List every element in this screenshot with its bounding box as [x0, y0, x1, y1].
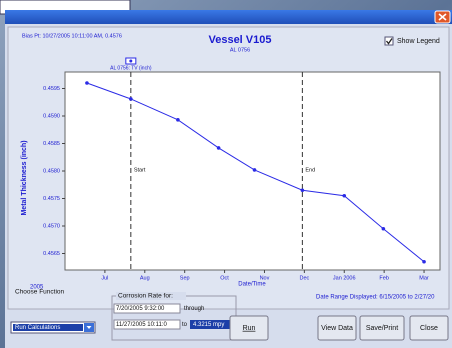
data-point [422, 259, 426, 264]
to-label: to [182, 322, 188, 328]
x-tick-label: Feb [379, 275, 388, 281]
to-field[interactable] [113, 319, 181, 330]
data-point [252, 168, 257, 172]
legend-checkbox[interactable] [384, 36, 394, 46]
y-tick-label: 0.4585 [43, 141, 60, 147]
rate-field [190, 320, 234, 329]
x-tick-label: Nov [260, 275, 270, 281]
arrow-icon [86, 326, 92, 329]
view-data-button[interactable] [317, 315, 357, 341]
chart-subtitle: AL 0756 [230, 47, 250, 53]
chart-title: Vessel V105 [208, 34, 271, 46]
event-label: End [305, 167, 315, 173]
year-label: 2005 [30, 285, 44, 291]
x-tick-label: Oct [220, 275, 229, 281]
legend-entry: AL 0756: TV (inch) [110, 65, 152, 71]
data-point [300, 188, 305, 193]
group-label-bg [116, 292, 186, 300]
bias-point: Bias Pt: 10/27/2005 10:11:00 AM, 0.4576 [22, 33, 122, 39]
y-tick-label: 0.4570 [43, 223, 60, 229]
x-tick-label: Aug [140, 275, 150, 281]
x-tick-label: Jan 2006 [333, 275, 356, 281]
y-tick-label: 0.4580 [43, 168, 60, 174]
y-tick-label: 0.4565 [43, 251, 60, 257]
y-tick-label: 0.4595 [43, 86, 60, 92]
x-axis-label: Date/Time [238, 282, 266, 288]
date-range: Date Range Displayed: 6/15/2005 to 2/27/… [316, 295, 435, 301]
from-date: 7/20/2005 9:32:00 [116, 306, 165, 312]
title-bar [5, 10, 452, 24]
y-axis-label: Metal Thickness (inch) [21, 140, 28, 215]
x-tick-label: Dec [299, 275, 309, 281]
run-button[interactable] [229, 315, 269, 341]
data-point [216, 146, 221, 150]
x-tick-label: Sep [180, 275, 190, 281]
corrosion-rate: 4.3215 mpy [193, 322, 224, 328]
data-point [342, 193, 347, 198]
y-tick-label: 0.4575 [43, 196, 60, 202]
corrosion-title: Corrosion Rate for: [118, 293, 173, 300]
data-point [85, 81, 89, 85]
save-print-button[interactable] [359, 315, 405, 341]
choose-function-label: Choose Function [15, 289, 65, 296]
plot-area [64, 71, 441, 271]
data-point [381, 226, 386, 231]
x-tick-label: Jul [101, 275, 108, 281]
from-field[interactable] [113, 303, 181, 314]
legend-dot [129, 59, 133, 63]
dropdown-value: Run Calculations [15, 325, 60, 331]
save-print-label[interactable]: Save/Print [366, 325, 398, 332]
x-tick-label: Mar [419, 275, 429, 281]
show-legend-label[interactable]: Show Legend [397, 38, 440, 45]
check-mark [385, 38, 393, 45]
run-label[interactable]: Run [243, 325, 256, 332]
event-label: Start [134, 167, 146, 173]
dropdown-selection [13, 324, 83, 331]
close-label[interactable]: Close [420, 325, 438, 332]
close-icon [438, 13, 447, 21]
view-data-label[interactable]: View Data [321, 325, 353, 332]
data-point [176, 118, 180, 122]
to-date: 11/27/2005 10:11:0 [116, 322, 167, 328]
y-tick-label: 0.4590 [43, 113, 60, 119]
close-dialog-button[interactable] [409, 315, 449, 341]
data-point [129, 97, 133, 101]
through-label: through [184, 306, 204, 312]
